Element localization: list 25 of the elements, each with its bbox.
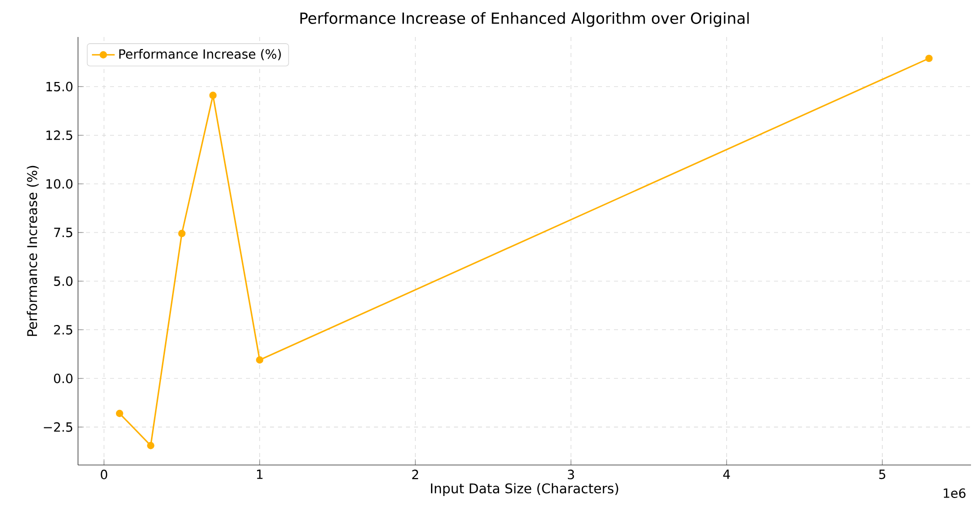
- x-tick-label: 5: [879, 470, 886, 480]
- y-tick-label: 5.0: [54, 276, 72, 286]
- y-tick-label: 10.0: [46, 179, 72, 189]
- y-tick-label: 0.0: [54, 374, 72, 384]
- x-tick-label: 3: [568, 470, 574, 480]
- legend-label: Performance Increase (%): [119, 49, 281, 60]
- y-tick-label: 7.5: [54, 228, 72, 238]
- x-tick-label: 4: [723, 470, 730, 479]
- x-tick-label: 2: [412, 470, 418, 480]
- chart-title: Performance Increase of Enhanced Algorithm over Original: [300, 12, 749, 27]
- x-tick-label: 0: [100, 470, 108, 480]
- point: [256, 356, 264, 364]
- point: [147, 442, 154, 450]
- y-tick-label: 2.5: [54, 324, 72, 335]
- y-tick-label: 15.0: [46, 82, 72, 92]
- text: 1e6: [944, 488, 966, 498]
- point: [209, 92, 217, 100]
- x-axis-title: Input Data Size (Characters): [431, 483, 618, 496]
- y-tick-label: 12.5: [46, 130, 72, 140]
- x-tick-label: 1: [257, 470, 263, 479]
- point: [925, 54, 933, 62]
- point: [116, 410, 124, 418]
- y-axis-title: Performance Increase (%): [26, 166, 39, 336]
- y-tick-label: −2.5: [44, 422, 72, 432]
- point: [178, 230, 186, 238]
